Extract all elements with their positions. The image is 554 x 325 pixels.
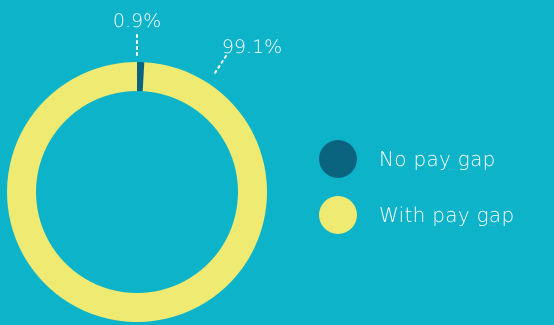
data-label-with-pay-gap: 99.1%	[222, 36, 282, 58]
donut-slice-with-pay-gap	[7, 62, 267, 322]
donut-slices	[7, 62, 267, 322]
donut-chart: 0.9% 99.1%	[7, 10, 282, 322]
legend-swatch-with-pay-gap	[319, 196, 357, 234]
donut-slice-no-pay-gap	[137, 62, 145, 92]
data-label-no-pay-gap: 0.9%	[113, 10, 161, 32]
legend-swatch-no-pay-gap	[319, 140, 357, 178]
callout-lines	[136, 34, 227, 77]
legend-item-with-pay-gap: With pay gap	[319, 196, 514, 234]
callout-line-with-pay-gap	[212, 55, 227, 77]
legend-item-no-pay-gap: No pay gap	[319, 140, 514, 178]
legend: No pay gap With pay gap	[319, 140, 514, 234]
legend-label-with-pay-gap: With pay gap	[379, 203, 515, 227]
legend-label-no-pay-gap: No pay gap	[379, 147, 496, 171]
